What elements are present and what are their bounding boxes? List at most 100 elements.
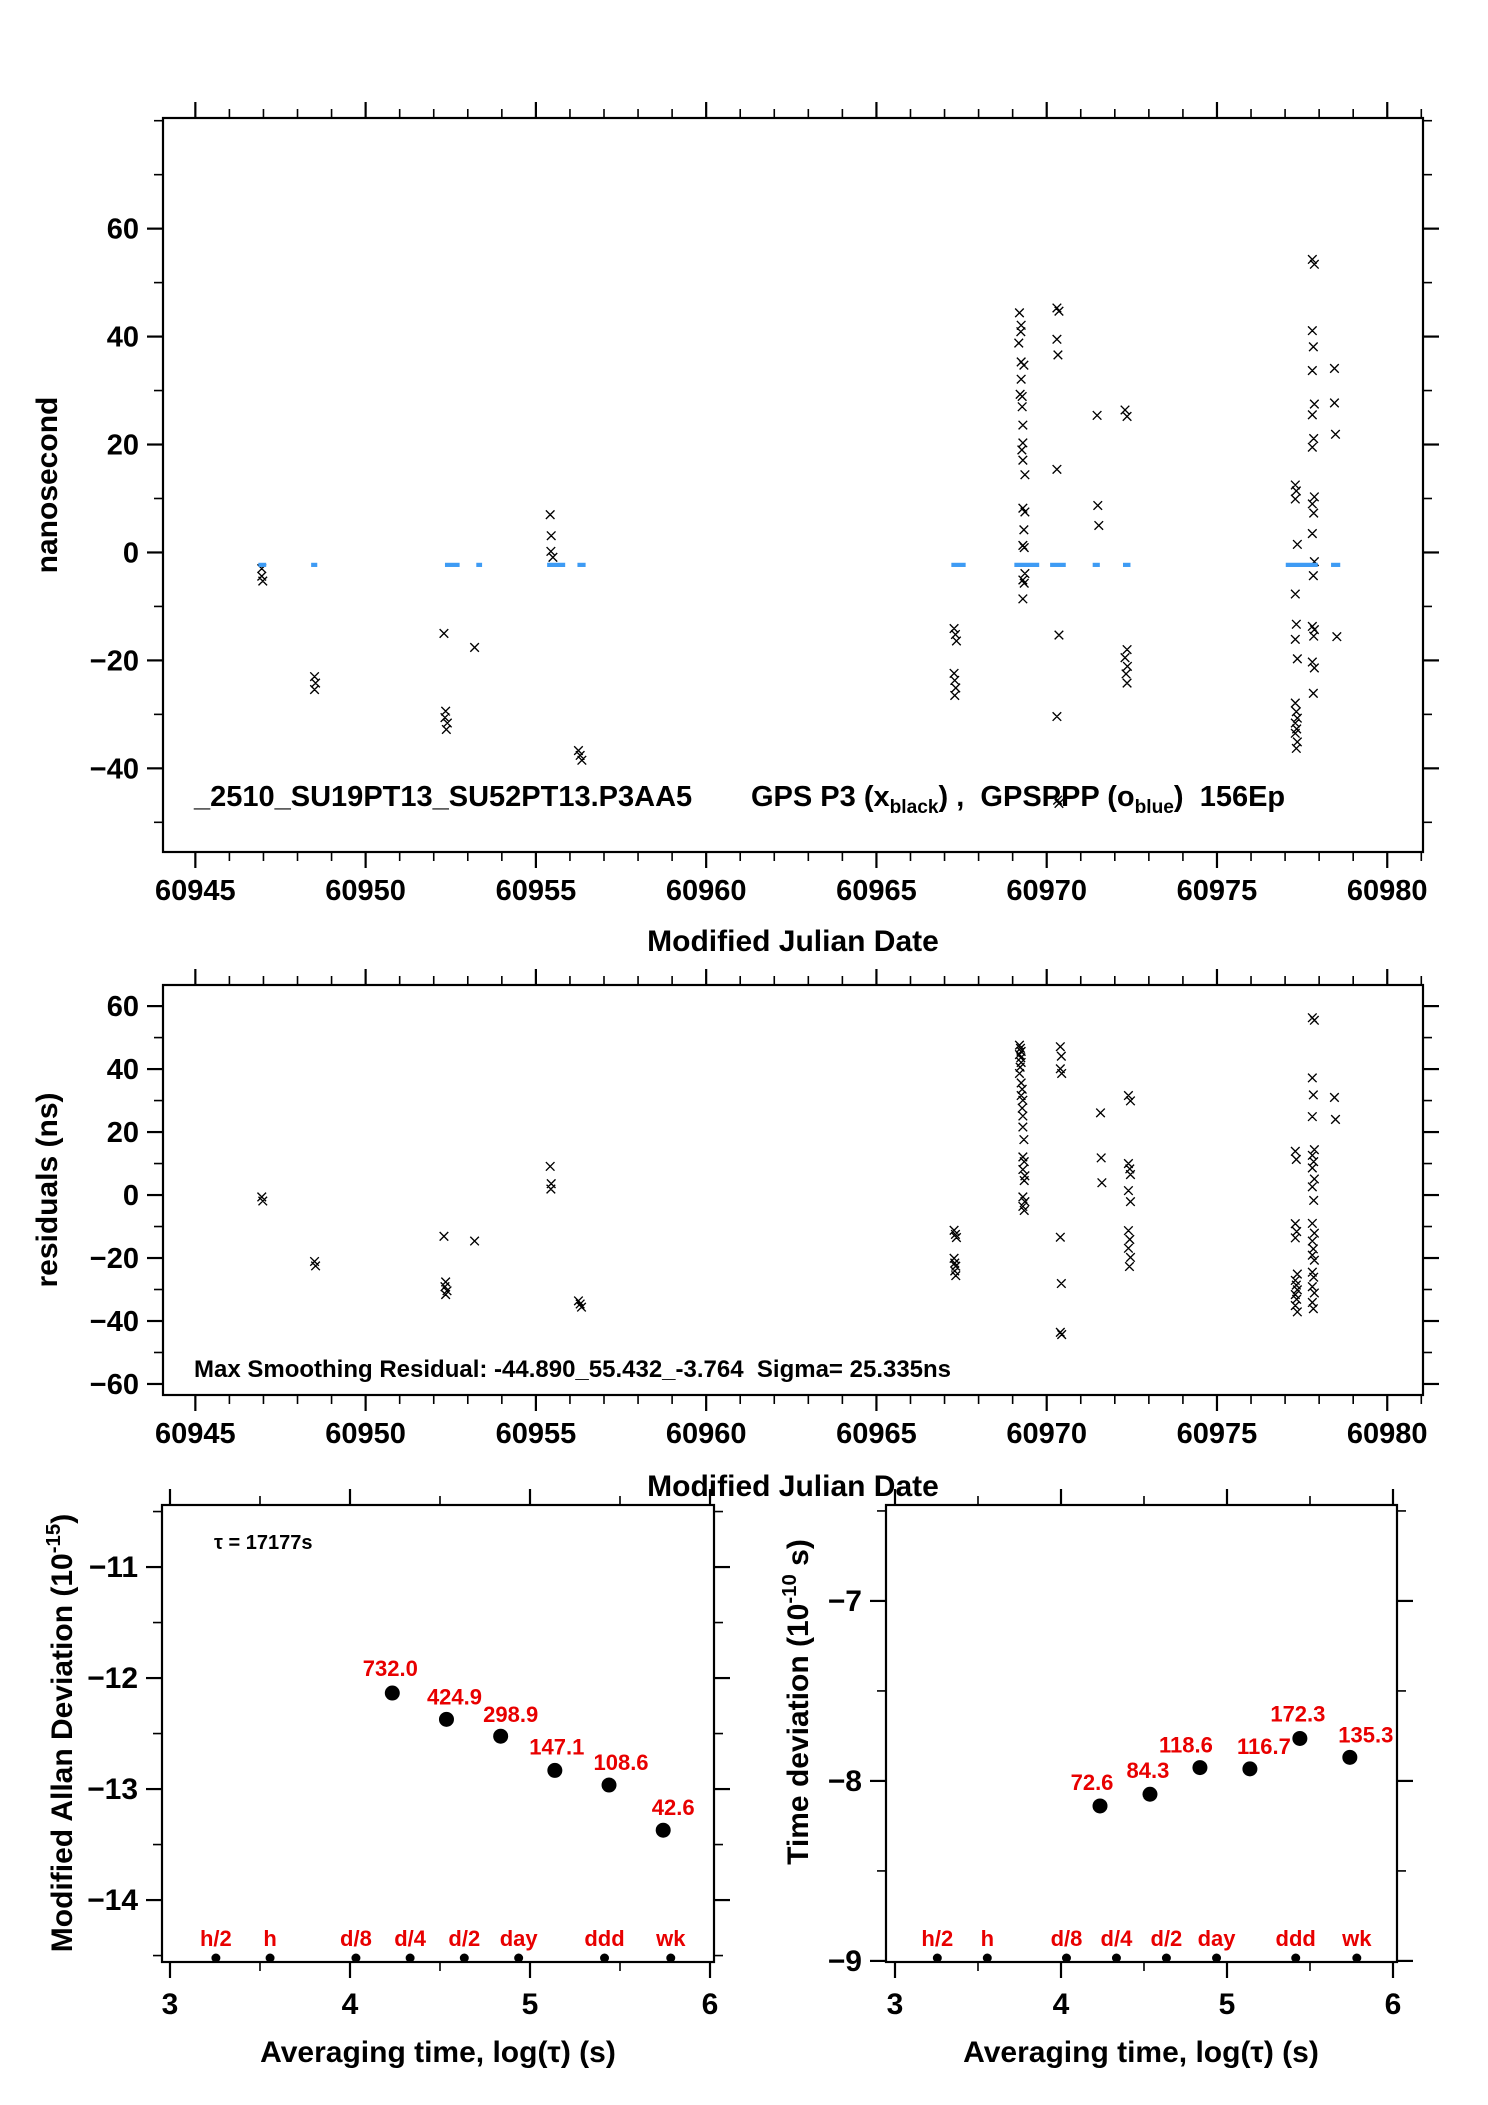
tdev-panel-tau-label: d/4 [1101, 1926, 1134, 1951]
mdev-panel-tau-dot [351, 1953, 361, 1963]
tdev-panel-value-label: 72.6 [1071, 1770, 1114, 1795]
tau-annotation: τ = 17177s [214, 1532, 313, 1554]
tdev-panel-data-dot [1342, 1749, 1358, 1765]
mdev-panel-value-label: 424.9 [427, 1684, 482, 1709]
top-panel: 60945 60950 60955 60960 60965 60970 60975 60980… [31, 102, 1439, 958]
mdev-panel-tau-label: day [500, 1926, 539, 1951]
tdev-panel-tau-label: wk [1341, 1926, 1372, 1951]
mdev-panel-value-label: 42.6 [652, 1795, 695, 1820]
legend-text: ) 156Ep [1173, 781, 1286, 813]
mdev-panel: 3 4 5 6 −14 −13 −12 −11 Averaging time, log(τ) (… [43, 1489, 730, 2069]
middle-panel-xlabel: Modified Julian Date [647, 1470, 939, 1503]
y-tick-label: 40 [107, 322, 139, 354]
y-tick-label: −20 [90, 1243, 139, 1275]
middle-panel: 60945 60950 60955 60960 60965 60970 60975 60980… [31, 969, 1439, 1503]
tdev-panel-value-label: 84.3 [1127, 1758, 1170, 1783]
tdev-panel-tau-dot [1352, 1953, 1362, 1963]
mdev-panel-data-dot [601, 1777, 617, 1793]
tdev-panel-tau-label: h/2 [921, 1926, 953, 1951]
tdev-panel-tau-label: h [981, 1926, 994, 1951]
y-tick-label: −12 [87, 1662, 138, 1695]
tdev-panel-value-label: 172.3 [1270, 1701, 1325, 1726]
x-tick-label: 6 [702, 1988, 719, 2021]
top-panel-frame [161, 116, 1425, 854]
residual-sigma-annotation: Max Smoothing Residual: -44.890_55.432_-… [194, 1356, 952, 1383]
x-tick-label: 60980 [1347, 875, 1428, 907]
tdev-panel-frame [884, 1503, 1399, 1964]
legend-subscript: black [889, 796, 939, 818]
mdev-panel-tau-dot [666, 1953, 676, 1963]
tdev-panel-tau-label: ddd [1276, 1926, 1316, 1951]
tdev-panel-tau-label: d/2 [1151, 1926, 1183, 1951]
mdev-panel-tau-dot [265, 1953, 275, 1963]
middle-panel-ticks [147, 969, 1439, 1411]
tdev-panel-ylabel: Time deviation (10-10 s) [779, 1539, 815, 1865]
top-panel-tick-labels: 60945 60950 60955 60960 60965 60970 60975 60980… [90, 214, 1428, 907]
mdev-panel-tick-labels: 3 4 5 6 −14 −13 −12 −11 [87, 1551, 718, 2021]
top-panel-ylabel: nanosecond [31, 397, 64, 574]
mdev-panel-data-dot [384, 1685, 400, 1701]
tdev-panel-tau-dot [1111, 1953, 1121, 1963]
mdev-panel-tau-label: d/8 [340, 1926, 372, 1951]
y-tick-label: −7 [828, 1585, 862, 1618]
y-tick-label: 60 [107, 991, 139, 1023]
y-tick-label: −60 [90, 1369, 139, 1401]
mdev-panel-tau-label: ddd [584, 1926, 624, 1951]
tdev-panel-tau-dot [1061, 1953, 1071, 1963]
tdev-panel-value-label: 135.3 [1338, 1722, 1393, 1747]
top-panel-title: _2510_SU19PT13_SU52PT13.P3AA5 [194, 781, 693, 813]
y-tick-label: 40 [107, 1054, 139, 1086]
tdev-panel-tau-label: day [1198, 1926, 1237, 1951]
x-tick-label: 60970 [1006, 1418, 1087, 1450]
legend-subscript: blue [1134, 796, 1174, 818]
x-tick-label: 60980 [1347, 1418, 1428, 1450]
x-tick-label: 4 [342, 1988, 359, 2021]
mdev-panel-tau-dot [211, 1953, 221, 1963]
x-tick-label: 60955 [496, 875, 577, 907]
middle-panel-series-smoothing-residuals [256, 1012, 1341, 1340]
x-tick-label: 4 [1053, 1988, 1070, 2021]
mdev-panel-data-dot [493, 1728, 509, 1744]
mdev-panel-ticks [146, 1489, 730, 1978]
middle-panel-tick-labels: 60945 60950 60955 60960 60965 60970 60975 60980… [90, 991, 1428, 1450]
tdev-panel-value-label: 118.6 [1159, 1733, 1213, 1758]
tdev-panel-data-dot [1292, 1730, 1308, 1746]
x-tick-label: 60950 [325, 1418, 406, 1450]
mdev-panel-value-label: 147.1 [529, 1734, 584, 1759]
middle-panel-ylabel: residuals (ns) [31, 1092, 64, 1287]
legend-text: GPS P3 (x [751, 781, 890, 813]
tdev-panel: 3 4 5 6 −9 −8 −7 Averaging time, log(τ) (s) Time… [779, 1489, 1413, 2069]
mdev-panel-tau-label: d/4 [394, 1926, 427, 1951]
x-tick-label: 5 [522, 1988, 539, 2021]
tdev-panel-data-dot [1092, 1798, 1108, 1814]
mdev-panel-tau-dot [600, 1953, 610, 1963]
x-tick-label: 3 [887, 1988, 904, 2021]
x-tick-label: 60970 [1006, 875, 1087, 907]
y-tick-label: −40 [90, 1306, 139, 1338]
mdev-panel-xlabel: Averaging time, log(τ) (s) [260, 2036, 616, 2069]
tdev-panel-tau-dot [982, 1953, 992, 1963]
x-tick-label: 60945 [155, 875, 236, 907]
x-tick-label: 60955 [496, 1418, 577, 1450]
x-tick-label: 60960 [666, 875, 747, 907]
y-tick-label: 0 [123, 1180, 139, 1212]
y-tick-label: −14 [87, 1884, 138, 1917]
x-tick-label: 60945 [155, 1418, 236, 1450]
x-tick-label: 3 [162, 1988, 179, 2021]
tdev-panel-data-dot [1192, 1760, 1208, 1776]
x-tick-label: 5 [1219, 1988, 1236, 2021]
y-tick-label: 20 [107, 1117, 139, 1149]
mdev-panel-data-dot [655, 1822, 671, 1838]
mdev-panel-tau-dot [514, 1953, 524, 1963]
x-tick-label: 6 [1385, 1988, 1402, 2021]
mdev-panel-value-label: 108.6 [593, 1750, 648, 1775]
mdev-panel-data-dot [547, 1762, 563, 1778]
y-tick-label: −9 [828, 1945, 862, 1978]
mdev-panel-value-label: 732.0 [363, 1656, 418, 1681]
tdev-panel-tau-dot [1212, 1953, 1222, 1963]
y-tick-label: −20 [90, 645, 139, 677]
legend-text: ) , GPSPPP (o [938, 781, 1135, 813]
y-tick-label: 60 [107, 214, 139, 246]
